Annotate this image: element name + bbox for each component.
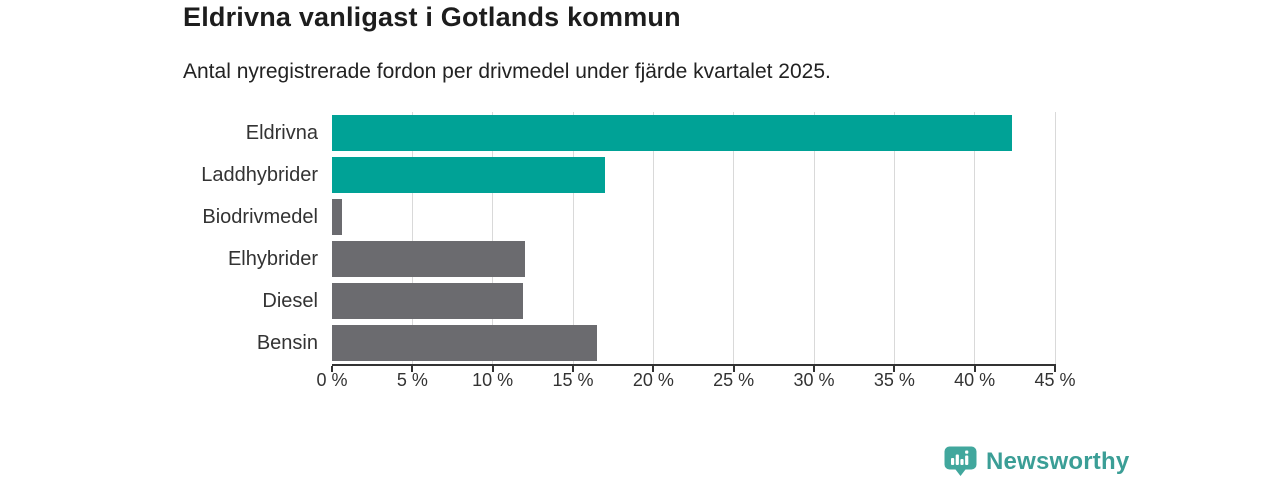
x-axis-tick-label-45: 45 % [1034, 370, 1076, 390]
gridline-25 [733, 112, 735, 364]
bar-biodrivmedel [332, 199, 342, 235]
x-axis-tick-25 [732, 366, 735, 372]
bar-eldrivna [332, 115, 1012, 151]
x-axis-tick-label-5: 5 % [396, 370, 428, 390]
bar-chart-plot-area: 0 % 5 % 10 % 15 % 20 % 25 % 30 % 35 % 40 % 45 % [316, 112, 1076, 390]
bar-laddhybrider [332, 157, 606, 193]
bar-elhybrider [332, 241, 525, 277]
category-label-eldrivna: Eldrivna [245, 122, 318, 144]
x-axis-tick-label-20: 20 % [632, 370, 674, 390]
gridline-20 [652, 112, 654, 364]
x-axis-tick-label-30: 30 % [793, 370, 835, 390]
x-axis-tick-label-10: 10 % [472, 370, 514, 390]
x-axis-tick-5 [411, 366, 414, 372]
category-label-elhybrider: Elhybrider [227, 248, 318, 270]
x-axis-tick-label-40: 40 % [954, 370, 996, 390]
gridline-10 [492, 112, 494, 364]
chart-title: Eldrivna vanligast i Gotlands kommun [183, 2, 681, 32]
category-label-diesel: Diesel [262, 290, 318, 312]
chart-subtitle: Antal nyregistrerade fordon per drivmede… [183, 60, 831, 83]
x-axis-line [332, 364, 1056, 366]
gridline-15 [572, 112, 574, 364]
bar-diesel [332, 283, 524, 319]
x-axis-tick-0 [331, 366, 333, 372]
x-axis-tick-40 [973, 366, 976, 372]
x-axis-tick-10 [491, 366, 494, 372]
gridline-35 [893, 112, 895, 364]
x-axis-tick-label-25: 25 % [713, 370, 755, 390]
x-axis-tick-label-15: 15 % [552, 370, 594, 390]
x-axis-tick-label-35: 35 % [873, 370, 915, 390]
x-axis-tick-15 [572, 366, 574, 372]
brand-name: Newsworthy [986, 447, 1130, 475]
category-label-biodrivmedel: Biodrivmedel [202, 206, 318, 228]
gridline-45 [1054, 112, 1056, 364]
x-axis-tick-35 [893, 366, 896, 372]
gridline-40 [974, 112, 976, 364]
bar-bensin [332, 325, 598, 361]
x-axis-tick-30 [813, 366, 815, 372]
gridline-5 [411, 112, 413, 364]
x-axis-tick-45 [1054, 366, 1056, 372]
gridline-30 [813, 112, 815, 364]
newsworthy-logo-icon [944, 446, 977, 476]
category-label-laddhybrider: Laddhybrider [201, 164, 318, 186]
x-axis-tick-20 [652, 366, 655, 372]
x-axis-tick-label-0: 0 % [316, 370, 348, 390]
category-label-bensin: Bensin [256, 332, 318, 354]
brand-footer: Newsworthy [944, 446, 1129, 477]
